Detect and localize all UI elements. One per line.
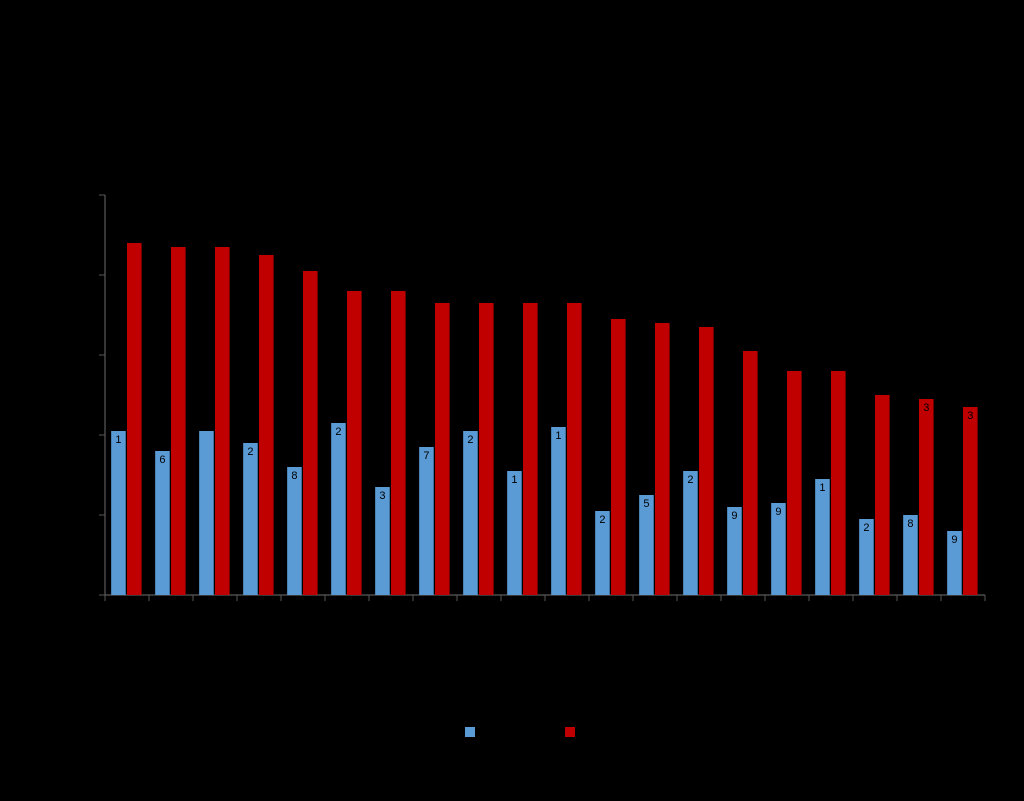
bar-label: 1 — [555, 430, 561, 442]
bar-Series2-2 — [215, 247, 230, 595]
bar-Series2-15 — [787, 371, 802, 595]
bar-Series2-10 — [567, 303, 582, 595]
bar-label: 9 — [775, 506, 781, 518]
bar-Series1-10 — [551, 427, 566, 595]
bar-label: 3 — [379, 490, 385, 502]
bar-label: 8 — [907, 518, 913, 530]
bar-label: 1 — [819, 482, 825, 494]
bar-label: 7 — [423, 450, 429, 462]
bar-Series2-17 — [875, 395, 890, 595]
bar-label: 3 — [967, 410, 973, 422]
chart-wrapper: 1 6 2 8 2 3 7 2 1 1 2 5 2 9 9 1 2 8 9 3 3 — [20, 20, 1004, 781]
chart-container: 1 6 2 8 2 3 7 2 1 1 2 5 2 9 9 1 2 8 9 3 3 — [0, 0, 1024, 801]
bar-label: 2 — [599, 514, 605, 526]
bar-Series1-16 — [815, 479, 830, 595]
bar-Series2-5 — [347, 291, 362, 595]
bar-label: 1 — [511, 474, 517, 486]
bar-label: 2 — [247, 446, 253, 458]
chart-svg: 1 6 2 8 2 3 7 2 1 1 2 5 2 9 9 1 2 8 9 3 3 — [20, 20, 1004, 781]
bar-label: 6 — [159, 454, 165, 466]
bar-Series2-3 — [259, 255, 274, 595]
bar-Series1-5 — [331, 423, 346, 595]
bar-Series2-1 — [171, 247, 186, 595]
bar-Series2-19 — [963, 407, 978, 595]
bar-label: 2 — [687, 474, 693, 486]
bar-Series1-0 — [111, 431, 126, 595]
bar-label: 2 — [863, 522, 869, 534]
bar-Series2-13 — [699, 327, 714, 595]
bar-label: 8 — [291, 470, 297, 482]
bar-Series1-9 — [507, 471, 522, 595]
bar-Series1-4 — [287, 467, 302, 595]
bar-Series1-1 — [155, 451, 170, 595]
bar-Series2-18 — [919, 399, 934, 595]
bar-Series2-9 — [523, 303, 538, 595]
bar-label: 9 — [731, 510, 737, 522]
bar-Series2-7 — [435, 303, 450, 595]
bar-Series1-7 — [419, 447, 434, 595]
bar-Series1-8 — [463, 431, 478, 595]
bar-Series2-11 — [611, 319, 626, 595]
bar-label: 1 — [115, 434, 121, 446]
legend-swatch-Series2 — [565, 727, 575, 737]
bar-label: 2 — [335, 426, 341, 438]
bar-Series2-6 — [391, 291, 406, 595]
bar-Series1-13 — [683, 471, 698, 595]
bar-label: 2 — [467, 434, 473, 446]
legend-swatch-Series1 — [465, 727, 475, 737]
bar-Series2-16 — [831, 371, 846, 595]
bar-label: 5 — [643, 498, 649, 510]
bar-Series1-3 — [243, 443, 258, 595]
bar-Series2-8 — [479, 303, 494, 595]
bar-Series1-12 — [639, 495, 654, 595]
bar-Series2-14 — [743, 351, 758, 595]
bar-Series2-12 — [655, 323, 670, 595]
bar-label: 3 — [923, 402, 929, 414]
bar-Series1-6 — [375, 487, 390, 595]
bar-Series2-0 — [127, 243, 142, 595]
bar-label: 9 — [951, 534, 957, 546]
bar-Series2-4 — [303, 271, 318, 595]
bar-Series1-2 — [199, 431, 214, 595]
